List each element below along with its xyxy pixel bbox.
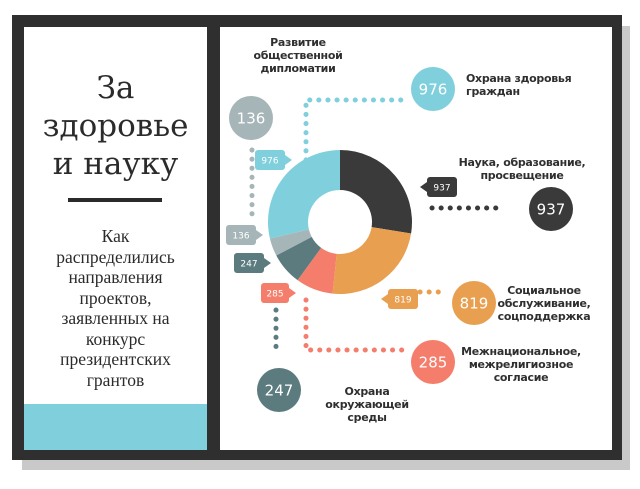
value-tag-science: 937 [420,177,457,197]
value-tag-ecology: 247 [234,253,271,273]
value-tag-text: 247 [240,260,257,270]
connectors [249,97,503,355]
subtitle-line: направления [68,267,163,287]
value-bubble-science: 937 [529,187,573,231]
value-tags: 976 937 136 247 285 819 [226,150,457,309]
subtitle-line: распределились [56,246,175,267]
subtitle-line: Как [101,226,130,246]
value-tag-social: 819 [381,289,418,309]
slice-science [340,150,413,234]
value-bubble-diplomacy: 136 [229,96,273,140]
value-bubble-text: 937 [537,201,566,219]
category-label-ecology: Охрана окружающей среды [325,385,409,424]
value-bubble-health: 976 [411,67,455,111]
value-bubble-text: 976 [419,81,448,99]
accent-bar [24,404,207,450]
subtitle-line: заявленных на [61,308,170,328]
category-label-science: Наука, образование, просвещение [458,156,586,182]
subtitle-line: конкурс [85,328,146,349]
value-bubble-text: 285 [419,354,448,372]
connector-interethnic [303,297,405,353]
slice-health [268,150,340,239]
slice-ecology [276,236,322,281]
title-panel: За здоровье и науку Как распределились н… [24,27,207,450]
value-tag-interethnic: 285 [261,283,296,303]
slice-social [332,227,412,295]
value-tag-text: 819 [394,296,411,306]
category-label-diplomacy: Развитие общественной дипломатии [253,36,343,75]
value-bubble-social: 819 [452,281,496,325]
value-bubble-text: 136 [237,110,266,128]
slice-diplomacy [269,229,312,256]
subtitle: Как распределились направления проектов,… [24,226,207,390]
value-tag-text: 976 [261,157,278,167]
donut-slices [268,150,413,295]
value-tag-text: 136 [232,232,249,242]
slice-interethnic [297,247,337,294]
value-tag-text: 285 [266,290,283,300]
value-bubble-interethnic: 285 [411,340,455,384]
value-bubble-text: 819 [460,295,489,313]
value-bubbles: 976 136 937 819 285 247 [229,67,573,412]
title-line: и науку [52,146,179,182]
value-tag-diplomacy: 136 [226,225,263,245]
title-divider [68,198,162,202]
subtitle-line: грантов [86,369,145,390]
category-label-social: Социальное обслуживание, соцподдержка [497,284,591,323]
title-line: За [96,70,135,106]
title-line: здоровье [42,108,189,144]
subtitle-line: проектов, [79,287,152,308]
category-label-health: Охрана здоровья граждан [466,72,572,98]
main-title: За здоровье и науку [24,69,207,183]
category-label-interethnic: Межнациональное, межрелигиозное согласие [461,345,581,384]
value-bubble-ecology: 247 [257,368,301,412]
value-tag-text: 937 [433,184,450,194]
value-bubble-text: 247 [265,382,294,400]
connector-health [303,97,408,163]
subtitle-line: президентских [60,349,171,369]
value-tag-health: 976 [255,150,292,170]
